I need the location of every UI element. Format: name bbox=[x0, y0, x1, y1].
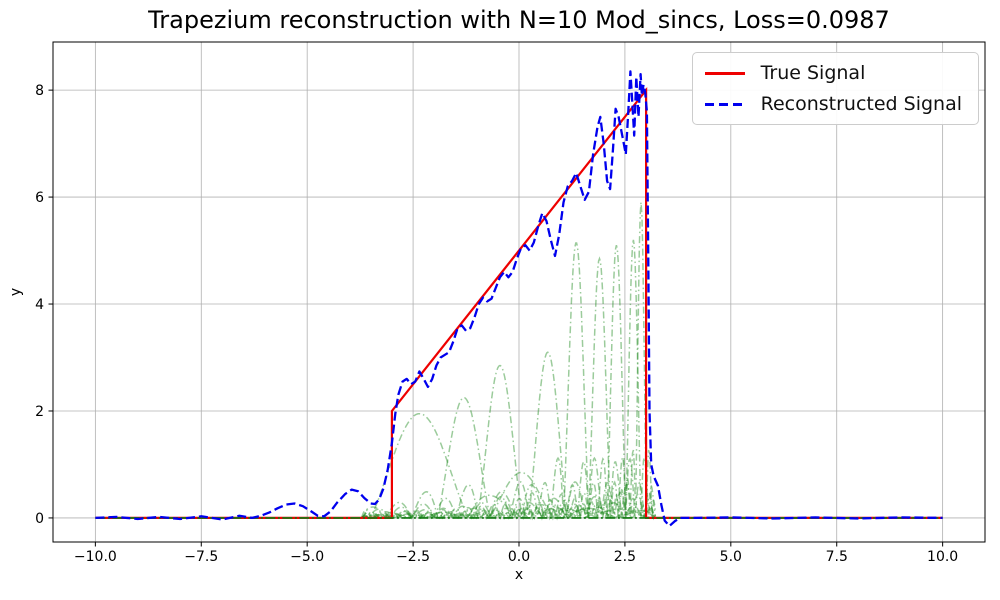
y-tick-label: 4 bbox=[35, 297, 44, 313]
legend-item-true-signal: True Signal bbox=[704, 62, 962, 84]
x-tick-label: 2.5 bbox=[614, 549, 636, 565]
x-axis-label: x bbox=[514, 567, 524, 583]
component-curve bbox=[361, 242, 656, 519]
x-tick-label: −2.5 bbox=[396, 549, 430, 565]
x-tick-label: 0.0 bbox=[508, 549, 530, 565]
component-curve bbox=[360, 256, 656, 521]
reconstructed-signal-line bbox=[95, 70, 943, 528]
component-curve bbox=[360, 396, 656, 520]
x-tick-label: 5.0 bbox=[720, 549, 742, 565]
component-curve bbox=[360, 351, 657, 520]
y-tick-label: 8 bbox=[35, 83, 44, 99]
component-curve bbox=[361, 471, 656, 520]
x-tick-label: −7.5 bbox=[184, 549, 218, 565]
component-curve bbox=[361, 202, 657, 521]
component-curve bbox=[360, 412, 656, 520]
legend-line-sample-solid bbox=[704, 71, 745, 75]
legend-line-sample-dashed bbox=[704, 102, 745, 106]
x-tick-label: 10.0 bbox=[927, 549, 958, 565]
y-tick-label: 2 bbox=[35, 404, 44, 420]
y-axis-label: y bbox=[8, 287, 25, 297]
y-tick-label: 0 bbox=[35, 511, 44, 527]
component-curve bbox=[361, 239, 657, 521]
legend-label-reconstructed-signal: Reconstructed Signal bbox=[760, 93, 962, 115]
legend: True Signal Reconstructed Signal bbox=[691, 52, 979, 125]
x-tick-label: −10.0 bbox=[74, 549, 117, 565]
x-tick-label: 7.5 bbox=[826, 549, 848, 565]
chart-title: Trapezium reconstruction with N=10 Mod_s… bbox=[148, 6, 890, 34]
legend-label-true-signal: True Signal bbox=[760, 62, 866, 84]
legend-item-reconstructed-signal: Reconstructed Signal bbox=[704, 93, 962, 115]
component-curve bbox=[361, 245, 656, 521]
x-tick-label: −5.0 bbox=[290, 549, 324, 565]
y-tick-label: 6 bbox=[35, 190, 44, 206]
